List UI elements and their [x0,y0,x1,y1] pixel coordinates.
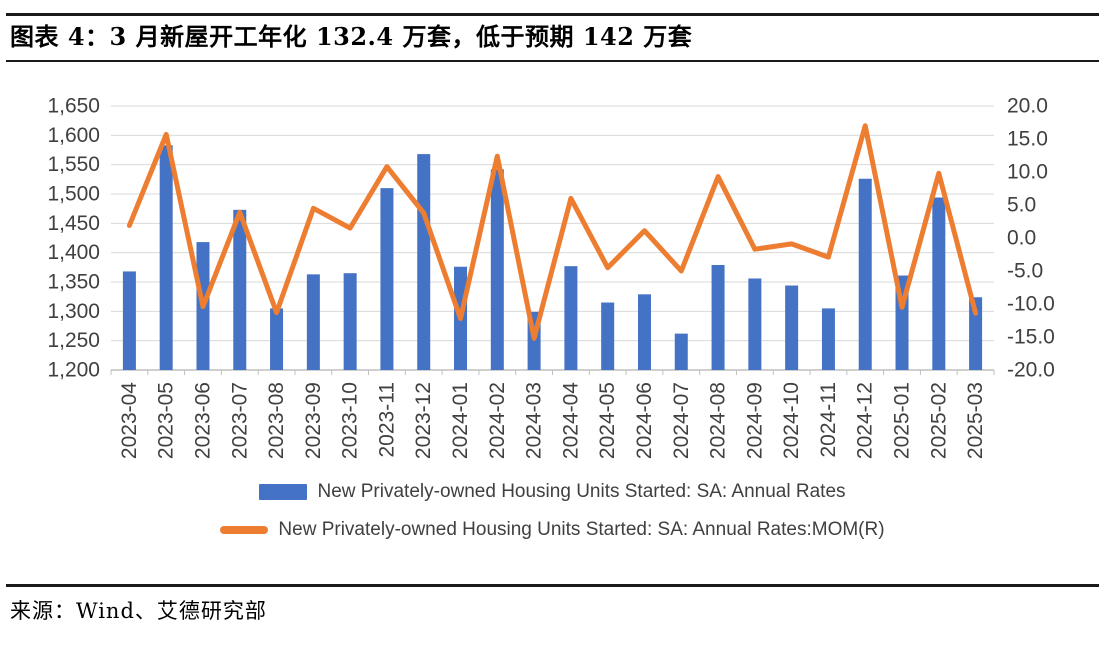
x-axis-tick-label: 2025-02 [927,382,950,459]
x-axis-tick-label: 2024-11 [817,382,840,458]
source-text: 来源：Wind、艾德研究部 [10,599,267,623]
left-axis-tick-label: 1,500 [47,183,100,206]
x-axis-tick-label: 2025-01 [891,382,914,459]
right-axis-tick-label: 15.0 [1007,128,1048,151]
bar-2023-08 [270,308,284,370]
left-axis-labels: 1,650 1,600 1,550 1,500 1,450 1,400 1,350 1,300… [47,95,100,382]
right-axis-tick-label: -20.0 [1007,359,1055,382]
x-axis-tick-label: 2024-09 [743,382,766,459]
bar-2023-11 [380,188,394,370]
right-axis-tick-label: 20.0 [1007,95,1048,118]
bar-2023-07 [233,209,247,370]
bar-2024-09 [748,278,762,370]
bar-2025-02 [932,197,946,370]
right-axis-tick-label: -15.0 [1007,326,1055,349]
top-rule [6,13,1099,16]
bar-2024-04 [564,266,578,370]
left-axis-tick-label: 1,450 [47,212,100,235]
x-axis-tick-label: 2023-05 [155,382,178,459]
bar-2023-04 [122,271,136,370]
right-axis-tick-label: 0.0 [1007,227,1036,250]
bar-2024-10 [785,285,799,370]
bar-2023-09 [306,274,320,370]
footer-divider-rule [6,584,1099,587]
bar-2024-05 [601,302,615,370]
right-axis-tick-label: -5.0 [1007,260,1043,283]
left-axis-tick-label: 1,650 [47,95,100,118]
legend: New Privately-owned Housing Units Starte… [0,478,1105,544]
bar-2025-03 [969,297,983,370]
left-axis-tick-label: 1,300 [47,300,100,323]
bar-2024-08 [711,264,725,370]
bar-2024-11 [821,308,835,370]
legend-item: New Privately-owned Housing Units Starte… [259,478,846,506]
x-axis-tick-label: 2023-10 [339,382,362,459]
left-axis-tick-label: 1,250 [47,329,100,352]
bar-2023-12 [417,154,431,370]
x-axis-tick-label: 2024-07 [670,382,693,459]
title-divider-rule [6,60,1099,62]
left-axis-tick-label: 1,600 [47,124,100,147]
x-axis-tick-label: 2024-06 [633,382,656,459]
legend-label: New Privately-owned Housing Units Starte… [317,481,846,502]
x-axis-tick-label: 2024-02 [486,382,509,459]
bar-2024-12 [858,178,872,370]
left-axis-tick-label: 1,400 [47,241,100,264]
legend-label: New Privately-owned Housing Units Starte… [278,519,885,540]
mom-line [126,123,979,341]
bar-2024-07 [674,333,688,370]
legend-line-swatch [220,526,269,534]
x-axis-tick-label: 2024-08 [707,382,730,459]
x-axis-tick-label: 2023-07 [228,382,251,459]
x-axis-tick-label: 2023-11 [375,382,398,458]
x-axis-tick-label: 2024-05 [596,382,619,459]
x-axis-tick-label: 2023-04 [118,382,141,459]
chart-svg: 1,650 1,600 1,550 1,500 1,450 1,400 1,350 1,300… [47,95,1055,460]
x-axis-tick-label: 2024-03 [523,382,546,459]
x-axis-tick-label: 2024-12 [854,382,877,459]
x-axis-labels: 2023-04 2023-05 2023-06 2023-07 2023-08 2023-… [118,382,987,459]
bar-2023-10 [343,273,357,370]
right-axis-tick-label: 5.0 [1007,194,1036,217]
left-axis-tick-label: 1,200 [47,359,100,382]
bar-2023-05 [159,145,173,370]
x-axis-tick-label: 2024-10 [780,382,803,459]
left-axis-tick-label: 1,550 [47,153,100,176]
x-axis-tick-label: 2025-03 [964,382,987,459]
chart-title: 图表 4：3 月新屋开工年化 132.4 万套，低于预期 142 万套 [10,22,693,51]
right-axis-labels: 20.0 15.0 10.0 5.0 0.0 -5.0 -10.0 -15.0 -20.0 [1007,95,1055,382]
right-axis-tick-label: 10.0 [1007,161,1048,184]
legend-item: New Privately-owned Housing Units Starte… [220,516,885,544]
x-axis-tick-label: 2024-01 [449,382,472,459]
x-axis-ticks [110,370,995,375]
x-axis-tick-label: 2023-08 [265,382,288,459]
x-axis-tick-label: 2023-06 [191,382,214,459]
legend-bar-swatch [259,484,308,500]
x-axis-tick-label: 2023-12 [412,382,435,459]
x-axis-tick-label: 2024-04 [559,382,582,459]
bars-series [122,145,983,370]
left-axis-tick-label: 1,350 [47,271,100,294]
bar-2024-02 [490,169,504,370]
right-axis-tick-label: -10.0 [1007,293,1055,316]
bar-2024-06 [637,294,651,370]
x-axis-tick-label: 2023-09 [302,382,325,459]
